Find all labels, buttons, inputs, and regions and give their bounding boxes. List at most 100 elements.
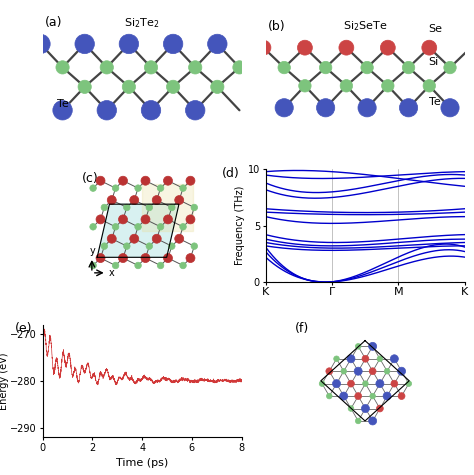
Circle shape (369, 368, 376, 375)
Circle shape (122, 80, 136, 94)
Circle shape (298, 40, 312, 55)
Text: Si: Si (428, 57, 439, 67)
Text: Te: Te (428, 96, 440, 106)
Text: (d): (d) (222, 167, 239, 180)
Y-axis label: Energy (eV): Energy (eV) (0, 352, 9, 409)
Circle shape (275, 99, 293, 117)
Text: Se: Se (428, 24, 443, 34)
Circle shape (112, 262, 119, 269)
Circle shape (96, 176, 105, 185)
Text: (e): (e) (15, 323, 32, 335)
Circle shape (326, 368, 333, 375)
Circle shape (180, 185, 186, 191)
Circle shape (233, 61, 246, 74)
Circle shape (135, 224, 141, 230)
Circle shape (75, 34, 94, 54)
Circle shape (112, 224, 119, 230)
Circle shape (356, 418, 361, 424)
Circle shape (175, 196, 184, 205)
Polygon shape (97, 204, 179, 257)
Circle shape (130, 234, 139, 243)
Circle shape (384, 369, 390, 374)
Circle shape (319, 61, 332, 74)
Circle shape (441, 99, 459, 117)
Circle shape (422, 40, 437, 55)
X-axis label: Time (ps): Time (ps) (116, 458, 168, 468)
Text: y: y (90, 246, 95, 256)
Circle shape (56, 61, 69, 74)
Circle shape (175, 234, 184, 243)
Circle shape (186, 176, 195, 185)
Circle shape (164, 176, 173, 185)
Circle shape (355, 393, 362, 399)
Circle shape (100, 61, 113, 74)
Circle shape (185, 101, 205, 120)
Circle shape (356, 343, 361, 349)
Circle shape (369, 417, 377, 425)
Text: (b): (b) (267, 19, 285, 33)
Circle shape (135, 262, 141, 269)
Circle shape (208, 34, 227, 54)
Circle shape (180, 224, 186, 230)
Circle shape (96, 215, 105, 224)
Circle shape (141, 215, 150, 224)
Circle shape (390, 355, 398, 363)
Circle shape (141, 101, 161, 120)
Circle shape (186, 254, 195, 263)
Polygon shape (142, 184, 193, 231)
Circle shape (317, 99, 335, 117)
Circle shape (376, 405, 383, 412)
Circle shape (107, 234, 116, 243)
Circle shape (145, 61, 158, 74)
Circle shape (444, 61, 456, 74)
Circle shape (169, 243, 175, 249)
Circle shape (363, 381, 368, 387)
Circle shape (376, 380, 384, 388)
Circle shape (96, 254, 105, 263)
Circle shape (164, 254, 173, 263)
Circle shape (152, 196, 161, 205)
Circle shape (299, 80, 311, 92)
Circle shape (90, 262, 96, 269)
Circle shape (124, 243, 130, 249)
Circle shape (164, 34, 183, 54)
Circle shape (118, 254, 128, 263)
Circle shape (423, 80, 436, 92)
Circle shape (31, 34, 50, 54)
Circle shape (340, 80, 353, 92)
Circle shape (118, 176, 128, 185)
Circle shape (334, 356, 339, 361)
Circle shape (97, 101, 117, 120)
Circle shape (53, 101, 73, 120)
Circle shape (370, 393, 375, 399)
Circle shape (78, 80, 91, 94)
Circle shape (101, 204, 108, 211)
Circle shape (256, 40, 271, 55)
Circle shape (278, 61, 291, 74)
Circle shape (391, 380, 398, 387)
Circle shape (361, 61, 374, 74)
Circle shape (327, 393, 332, 399)
Circle shape (347, 355, 355, 363)
Circle shape (146, 243, 153, 249)
Circle shape (191, 243, 198, 249)
Circle shape (191, 204, 198, 211)
Circle shape (332, 380, 340, 388)
Circle shape (319, 381, 325, 387)
Circle shape (169, 204, 175, 211)
Circle shape (146, 204, 153, 211)
Text: (c): (c) (82, 171, 99, 185)
Circle shape (383, 392, 391, 400)
Text: (f): (f) (295, 323, 310, 335)
Text: Si$_2$SeTe: Si$_2$SeTe (343, 19, 387, 33)
Circle shape (118, 215, 128, 224)
Text: Si$_2$Te$_2$: Si$_2$Te$_2$ (125, 16, 160, 30)
Circle shape (186, 215, 195, 224)
Circle shape (377, 356, 383, 361)
Circle shape (112, 185, 119, 191)
Text: Te: Te (56, 99, 68, 109)
Circle shape (157, 224, 164, 230)
Circle shape (164, 215, 173, 224)
Circle shape (130, 196, 139, 205)
Circle shape (211, 80, 224, 94)
